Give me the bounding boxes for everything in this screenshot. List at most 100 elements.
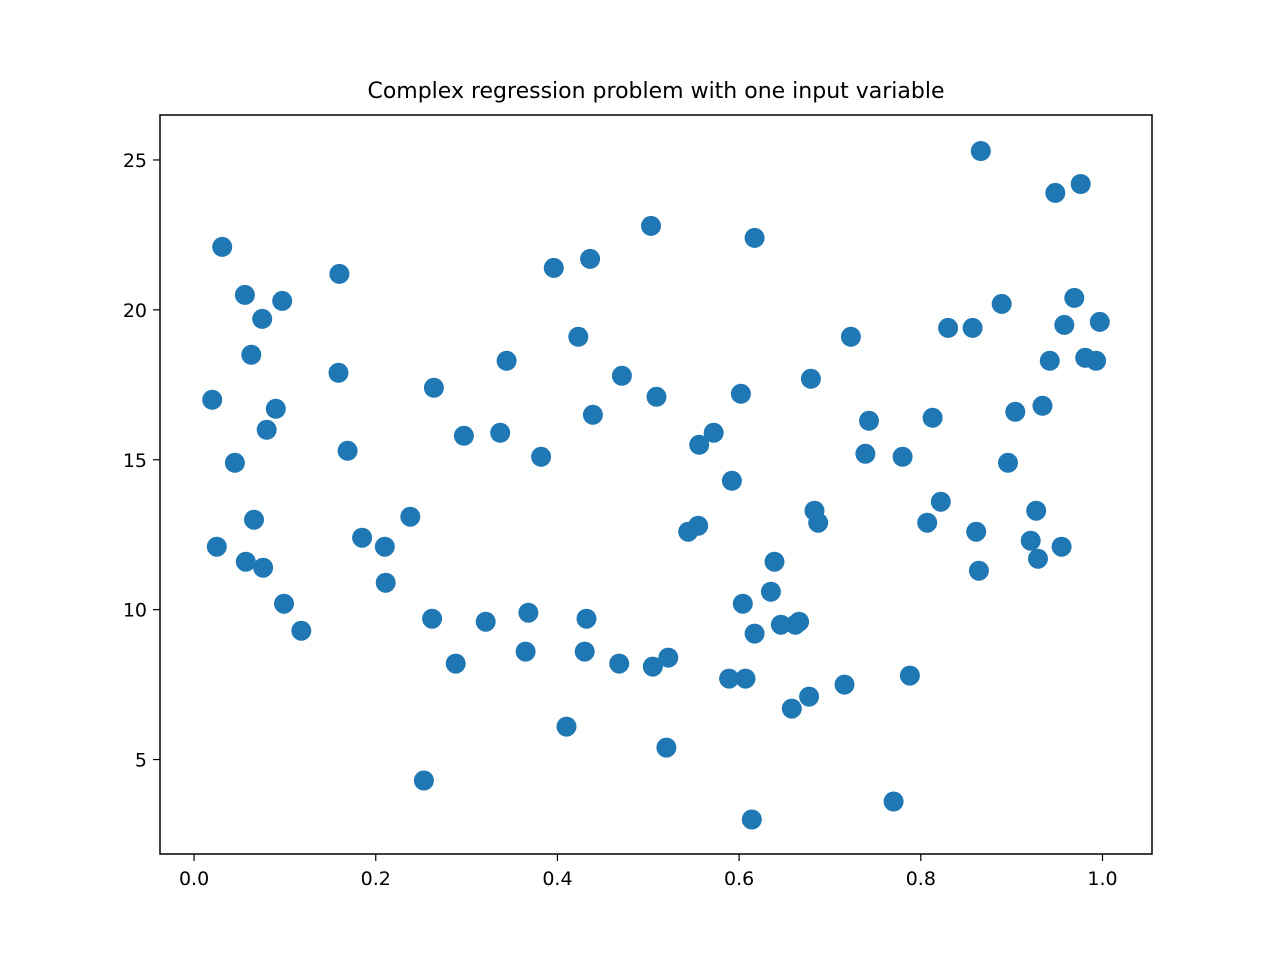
data-point	[574, 641, 595, 662]
data-point	[789, 611, 810, 632]
data-point	[721, 470, 742, 491]
x-tick-label: 0.2	[361, 868, 391, 890]
data-point	[1064, 287, 1085, 308]
axes-layer: 0.0 0.2 0.4 0.6 0.8 1.0 5 10 15 20 25	[123, 150, 1118, 890]
data-point	[744, 623, 765, 644]
data-point	[688, 515, 709, 536]
data-point	[968, 560, 989, 581]
data-point	[840, 326, 861, 347]
data-point	[274, 593, 294, 614]
data-point	[202, 389, 223, 410]
data-point	[453, 425, 474, 446]
data-point	[256, 419, 277, 440]
data-point	[337, 440, 358, 461]
data-point	[719, 668, 740, 689]
data-point	[689, 434, 710, 455]
data-point	[899, 665, 920, 686]
data-point	[917, 512, 938, 533]
data-point	[966, 521, 987, 542]
data-point	[611, 365, 632, 386]
data-point	[422, 608, 443, 629]
plot-layer	[202, 141, 1110, 830]
data-point	[938, 317, 959, 338]
data-point	[892, 446, 913, 467]
data-point	[930, 491, 951, 512]
data-point	[580, 248, 601, 269]
data-point	[641, 215, 661, 236]
data-point	[800, 368, 821, 389]
data-point	[855, 443, 876, 464]
data-point	[1032, 395, 1053, 416]
data-point	[970, 141, 991, 161]
y-tick-label: 15	[123, 450, 147, 472]
data-point	[224, 452, 245, 473]
data-point	[515, 641, 536, 662]
x-tick-label: 0.4	[542, 868, 572, 890]
data-point	[770, 614, 791, 635]
data-point	[212, 236, 233, 257]
data-point	[808, 512, 829, 533]
y-tick-label: 5	[135, 750, 147, 772]
x-tick-label: 0.0	[179, 868, 209, 890]
data-point	[252, 308, 273, 329]
data-point	[1089, 311, 1110, 332]
data-point	[1070, 174, 1091, 194]
data-point	[253, 557, 274, 578]
y-tick-label: 25	[123, 150, 147, 172]
data-point	[206, 536, 227, 557]
y-tick-label: 20	[123, 300, 147, 322]
data-point	[1026, 500, 1047, 521]
data-point	[741, 809, 762, 830]
data-point	[582, 404, 603, 425]
data-point	[962, 317, 983, 338]
data-point	[781, 698, 802, 719]
x-tick-label: 0.6	[724, 868, 754, 890]
data-point	[834, 674, 855, 695]
data-point	[656, 737, 677, 758]
data-point	[518, 602, 539, 623]
data-point	[291, 620, 312, 641]
data-point	[1005, 401, 1026, 422]
data-point	[1045, 182, 1066, 203]
data-point	[235, 551, 256, 572]
data-point	[1020, 530, 1041, 551]
data-point	[475, 611, 496, 632]
y-tick-label: 10	[123, 600, 147, 622]
data-point	[730, 383, 751, 404]
data-point	[991, 293, 1012, 314]
data-point	[1028, 548, 1048, 569]
data-point	[609, 653, 630, 674]
data-point	[658, 647, 679, 668]
x-tick-label: 0.8	[906, 868, 936, 890]
plot-frame	[159, 114, 1153, 855]
data-point	[642, 656, 663, 677]
data-point	[556, 716, 577, 737]
data-point	[265, 398, 286, 419]
chart-title: Complex regression problem with one inpu…	[367, 79, 944, 104]
data-point	[329, 263, 350, 284]
data-point	[1039, 350, 1060, 371]
data-point	[576, 608, 597, 629]
data-point	[883, 791, 904, 812]
data-point	[241, 344, 262, 365]
data-point	[374, 536, 395, 557]
data-point	[531, 446, 552, 467]
data-point	[445, 653, 466, 674]
data-point	[703, 422, 724, 443]
data-point	[998, 452, 1018, 473]
data-point	[735, 668, 756, 689]
data-point	[1086, 350, 1107, 371]
data-point	[764, 551, 785, 572]
data-point	[859, 410, 879, 431]
data-point	[922, 407, 943, 428]
data-point	[732, 593, 753, 614]
data-point	[568, 326, 589, 347]
data-point	[244, 509, 264, 530]
data-point	[490, 422, 511, 443]
data-point	[423, 377, 444, 398]
data-point	[1051, 536, 1072, 557]
data-point	[400, 506, 421, 527]
data-point	[272, 290, 293, 311]
